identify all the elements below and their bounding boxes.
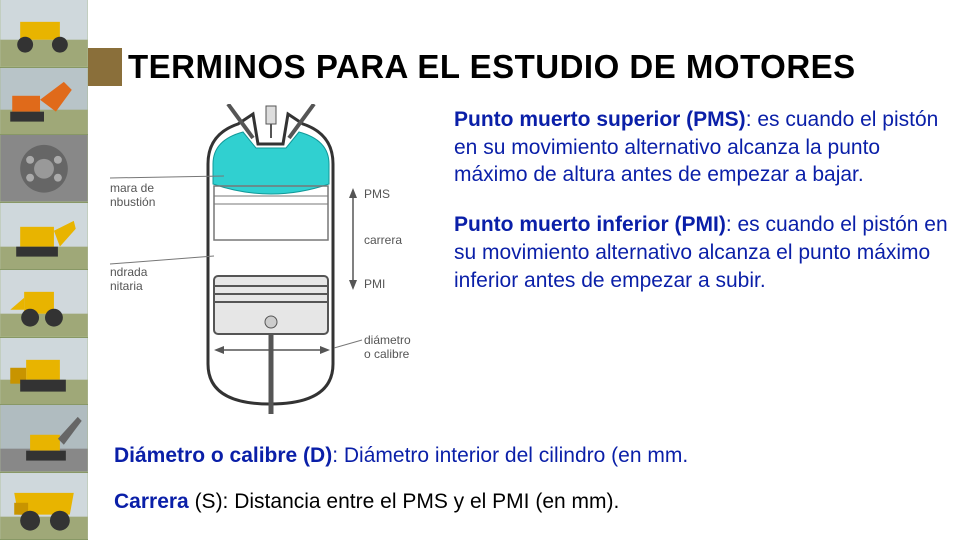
page-title: TERMINOS PARA EL ESTUDIO DE MOTORES: [128, 48, 856, 86]
def-pms: Punto muerto superior (PMS): es cuando e…: [454, 106, 952, 189]
content-area: mara de nbustión ndrada nitaria PMS carr…: [108, 96, 960, 540]
diag-label-disp-1: ndrada: [110, 265, 148, 279]
thumb-backhoe: [0, 270, 88, 338]
def-carrera-term: Carrera: [114, 490, 189, 513]
thumb-grader: [0, 0, 88, 68]
piston-diagram: mara de nbustión ndrada nitaria PMS carr…: [108, 104, 438, 424]
thumb-dozer-2: [0, 338, 88, 406]
diag-label-disp-2: nitaria: [110, 279, 143, 293]
diag-label-pms: PMS: [364, 187, 390, 201]
def-diam-text: : Diámetro interior del cilindro (en mm.: [332, 444, 688, 467]
title-accent: [88, 48, 122, 86]
diag-label-bore-2: o calibre: [364, 347, 410, 361]
def-pms-term: Punto muerto superior (PMS): [454, 108, 746, 131]
diag-label-combustion-1: mara de: [110, 181, 154, 195]
definitions-bottom: Diámetro o calibre (D): Diámetro interio…: [114, 442, 952, 533]
def-pmi: Punto muerto inferior (PMI): es cuando e…: [454, 211, 952, 294]
def-pmi-term: Punto muerto inferior (PMI): [454, 213, 726, 236]
def-diameter: Diámetro o calibre (D): Diámetro interio…: [114, 442, 952, 470]
thumb-excavator: [0, 68, 88, 136]
thumb-haul-truck: [0, 473, 88, 540]
thumb-dozer-1: [0, 203, 88, 271]
diag-label-pmi: PMI: [364, 277, 385, 291]
def-carrera: Carrera (S): Distancia entre el PMS y el…: [114, 488, 952, 516]
sidebar-thumbnails: [0, 0, 88, 540]
thumb-drill: [0, 405, 88, 473]
thumb-borer: [0, 135, 88, 203]
diag-label-combustion-2: nbustión: [110, 195, 155, 209]
diag-label-carrera: carrera: [364, 233, 402, 247]
def-diam-term: Diámetro o calibre (D): [114, 444, 332, 467]
definitions-right: Punto muerto superior (PMS): es cuando e…: [454, 106, 952, 316]
diag-label-bore-1: diámetro: [364, 333, 411, 347]
title-bar: TERMINOS PARA EL ESTUDIO DE MOTORES: [88, 48, 856, 86]
def-carrera-text: (S): Distancia entre el PMS y el PMI (en…: [189, 490, 620, 513]
